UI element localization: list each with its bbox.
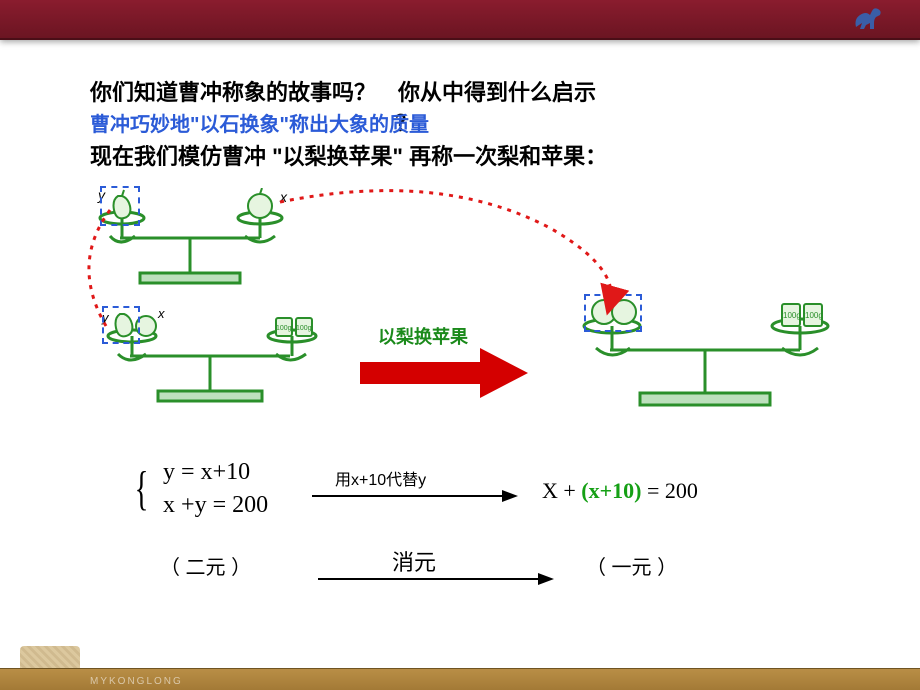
red-arrow-icon (360, 348, 530, 398)
result-prefix: X + (542, 478, 581, 503)
selection-box-right-apples (584, 294, 642, 332)
footer-bar: MYKONGLONG (0, 668, 920, 690)
blue-answer: 曹冲巧妙地"以石换象"称出大象的质量 (90, 110, 850, 140)
svg-text:100g: 100g (805, 311, 823, 320)
question-1: 你们知道曹冲称象的故事吗？ (90, 76, 376, 110)
selection-box-bottom-pear (102, 306, 140, 344)
svg-text:100g: 100g (276, 325, 292, 332)
left-brace-icon: { (135, 467, 149, 510)
question-2: 你从中得到什么启示 (398, 76, 596, 110)
dinosaur-logo-icon (852, 5, 888, 33)
label-two-unknowns: （ 二元 ） (160, 551, 251, 580)
svg-text:100g: 100g (783, 311, 801, 320)
question-row: 你们知道曹冲称象的故事吗？ 你从中得到什么启示 (90, 76, 850, 110)
label-one-unknown: （ 一元 ） (586, 551, 677, 580)
svg-text:100g: 100g (296, 325, 312, 332)
slide-content: 你们知道曹冲称象的故事吗？ 你从中得到什么启示 ？ 曹冲巧妙地"以石换象"称出大… (0, 40, 920, 631)
result-suffix: = 200 (642, 478, 698, 503)
arrow-elimination-icon (318, 569, 558, 589)
header-bar (0, 0, 920, 40)
result-green: (x+10) (581, 478, 641, 503)
arrow-substitution-icon (312, 486, 522, 506)
result-equation: X + (x+10) = 200 (542, 478, 698, 504)
footer-text: MYKONGLONG (90, 676, 183, 687)
svg-text:x: x (157, 306, 165, 321)
scales-diagram: y x (90, 188, 850, 448)
instruction-line: 现在我们模仿曹冲 "以梨换苹果" 再称一次梨和苹果： (90, 140, 850, 174)
selection-box-top-pear (100, 186, 140, 226)
equation-1: y = x+10 (163, 456, 268, 488)
var-x-label: x (279, 189, 288, 205)
bottom-labels: （ 二元 ） 消元 （ 一元 ） (130, 551, 850, 611)
equation-2: x +y = 200 (163, 489, 268, 521)
math-area: { y = x+10 x +y = 200 用x+10代替y X + (x+10… (90, 456, 850, 611)
green-label-swap: 以梨换苹果 (378, 323, 468, 349)
